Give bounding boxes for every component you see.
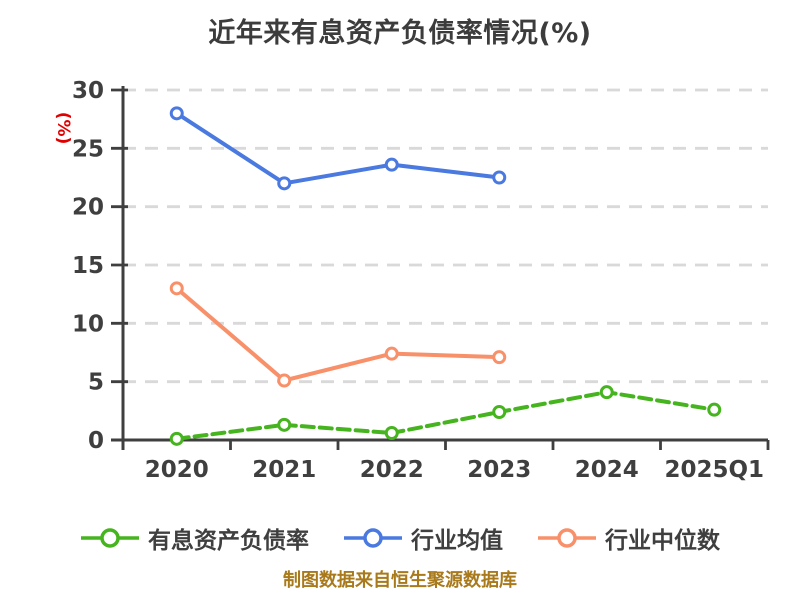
data-point-marker <box>277 417 292 432</box>
data-point-marker <box>492 405 507 419</box>
data-point-marker <box>277 176 292 191</box>
data-point-marker <box>169 431 184 446</box>
y-tick-label: 0 <box>88 428 104 454</box>
x-tick-label: 2022 <box>360 457 424 483</box>
x-tick-label: 2023 <box>467 457 531 483</box>
data-point-marker <box>384 426 399 440</box>
data-point-marker <box>277 373 292 388</box>
chart-title: 近年来有息资产负债率情况(%) <box>208 18 592 49</box>
data-point-marker <box>599 385 614 400</box>
legend-label: 行业中位数 <box>605 528 720 554</box>
y-tick-label: 10 <box>72 311 104 337</box>
chart-legend: 有息资产负债率 行业均值 行业中位数 <box>0 521 800 555</box>
legend-label: 行业均值 <box>411 528 503 554</box>
data-point-marker <box>384 157 399 172</box>
y-tick-label: 20 <box>72 195 104 221</box>
data-point-marker <box>492 170 507 185</box>
legend-line-marker-icon <box>81 528 139 548</box>
series-line <box>174 111 502 186</box>
x-tick-label: 2020 <box>145 457 209 483</box>
y-tick-label: 25 <box>72 136 104 162</box>
chart-canvas: 0 5 10 15 20 25 30 2020 2021 2022 2023 2024 2025Q1 <box>72 78 770 483</box>
y-tick-label: 15 <box>72 253 104 279</box>
series-line <box>174 286 502 383</box>
data-point-marker <box>492 350 507 365</box>
data-point-marker <box>707 402 722 417</box>
legend-line-marker-icon <box>344 528 402 548</box>
y-tick-label: 30 <box>72 78 104 104</box>
y-tick-label: 5 <box>88 370 104 396</box>
data-point-marker <box>169 281 184 296</box>
data-point-marker <box>384 346 399 361</box>
legend-line-marker-icon <box>538 528 596 548</box>
data-point-marker <box>169 106 184 121</box>
x-tick-label: 2024 <box>575 457 639 483</box>
data-source-note: 制图数据来自恒生聚源数据库 <box>283 570 517 591</box>
x-tick-label: 2021 <box>252 457 316 483</box>
legend-item-company-ratio: 有息资产负债率 <box>80 521 309 555</box>
legend-item-industry-mean: 行业均值 <box>343 521 503 555</box>
series-line <box>174 390 717 441</box>
x-tick-label: 2025Q1 <box>664 457 764 483</box>
legend-item-industry-median: 行业中位数 <box>537 521 720 555</box>
legend-label: 有息资产负债率 <box>148 528 309 554</box>
